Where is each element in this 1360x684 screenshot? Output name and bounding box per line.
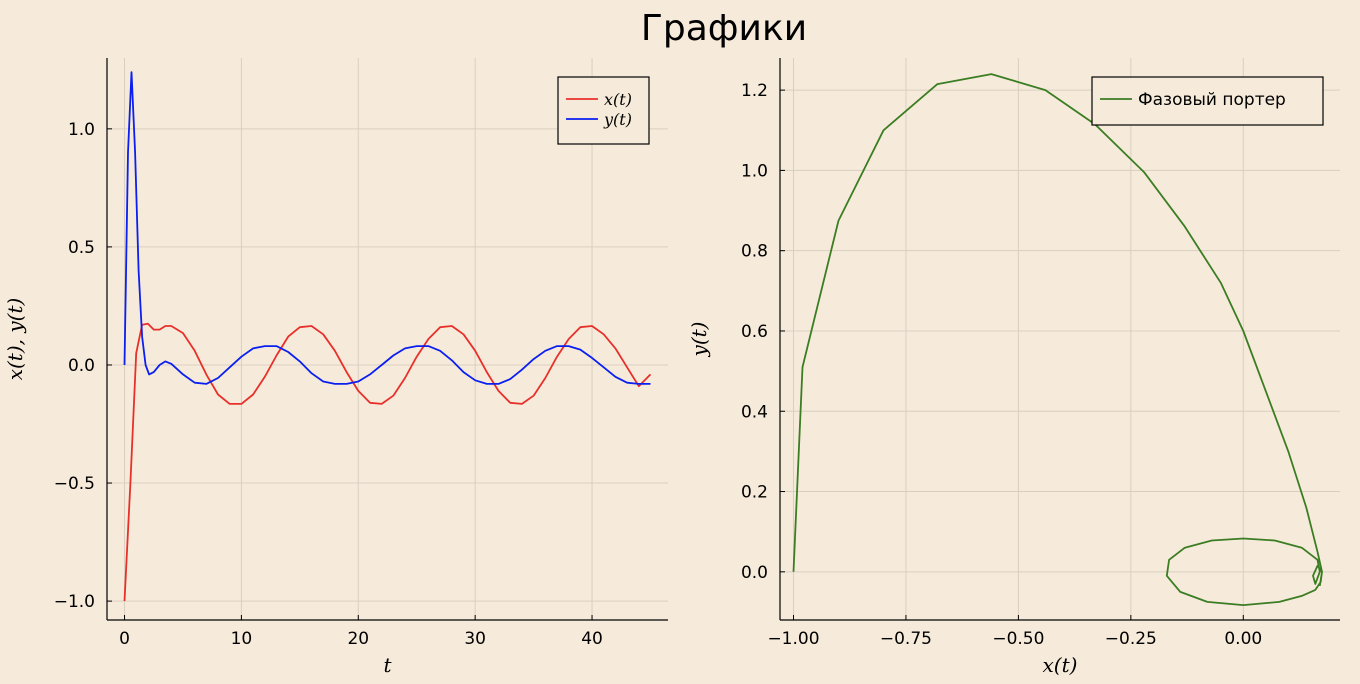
x-tick-label: 0.00: [1224, 629, 1262, 649]
figure-title: Графики: [641, 8, 807, 49]
x-axis-label: x(t): [1043, 653, 1078, 677]
y-tick-label: −0.5: [54, 474, 95, 494]
x-tick-label: 30: [464, 629, 486, 649]
x-tick-label: −0.75: [880, 629, 932, 649]
y-tick-label: 0.2: [741, 483, 768, 503]
x-tick-label: −1.00: [767, 629, 819, 649]
y-tick-label: 0.0: [68, 356, 95, 376]
y-tick-label: 0.8: [741, 242, 768, 262]
legend-box: [557, 76, 650, 145]
y-tick-label: 1.2: [741, 81, 768, 101]
series-line-фазовый-портер: [792, 73, 1323, 606]
y-tick-label: 1.0: [741, 161, 768, 181]
series-line-x-t-: [123, 322, 652, 602]
x-tick-label: 10: [231, 629, 253, 649]
legend-box: [1091, 76, 1324, 126]
legend-entry: y(t): [603, 110, 632, 129]
y-tick-label: 0.4: [741, 402, 768, 422]
legend-entry: Фазовый портер: [1138, 90, 1286, 110]
time-series-plot: 0 10 20 30 40 −1.0 −0.5 0.0 0.5 1.0 t x(t), y(t) x(t…: [3, 58, 668, 677]
legend-entry: x(t): [604, 90, 632, 109]
phase-portrait-plot: −1.00 −0.75 −0.50 −0.25 0.00 0.0 0.2 0.4 0.6 0.8 1…: [687, 58, 1340, 677]
x-tick-label: −0.25: [1105, 629, 1157, 649]
x-tick-label: 0: [119, 629, 130, 649]
series-line-y-t-: [123, 71, 651, 385]
y-axis-label: x(t), y(t): [3, 298, 27, 381]
y-tick-label: 0.6: [741, 322, 768, 342]
y-tick-label: 0.5: [68, 238, 95, 258]
x-tick-label: 40: [581, 629, 603, 649]
y-tick-label: −1.0: [54, 592, 95, 612]
y-axis-label: y(t): [687, 322, 711, 358]
x-tick-label: −0.50: [992, 629, 1044, 649]
y-tick-label: 0.0: [741, 563, 768, 583]
x-axis-label: t: [383, 653, 392, 677]
y-tick-label: 1.0: [68, 120, 95, 140]
x-tick-label: 20: [347, 629, 369, 649]
